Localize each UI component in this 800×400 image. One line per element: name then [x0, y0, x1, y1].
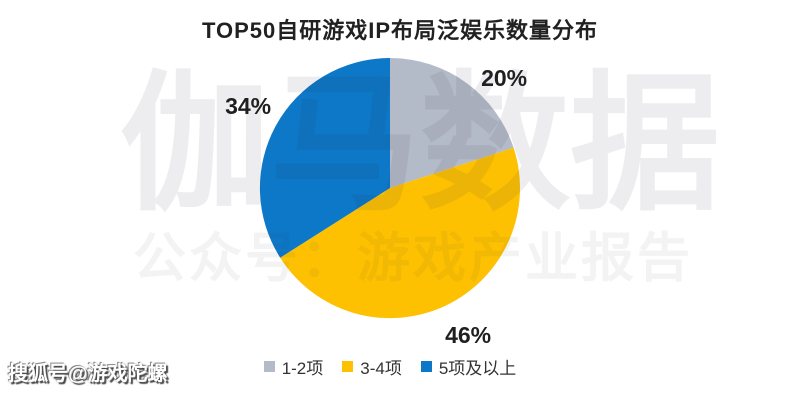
legend-label: 3-4项 [360, 359, 402, 378]
chart-legend: 1-2项 3-4项 5项及以上 [0, 354, 790, 379]
pie-slice-value-label: 20% [481, 65, 527, 91]
legend-item-1: 3-4项 [342, 354, 402, 379]
legend-label: 5项及以上 [438, 359, 517, 378]
legend-swatch-icon [342, 361, 354, 372]
source-badge: 搜狐号@游戏陀螺 [8, 363, 168, 385]
chart-title: TOP50自研游戏IP布局泛娱乐数量分布 [201, 18, 599, 43]
legend-item-0: 1-2项 [263, 354, 324, 379]
legend-swatch-icon [420, 361, 432, 372]
pie-slice-1 [280, 147, 521, 319]
pie-slice-2 [259, 57, 390, 258]
pie-slice-0 [390, 58, 514, 188]
legend-swatch-icon [263, 361, 275, 372]
legend-item-2: 5项及以上 [420, 354, 517, 379]
pie-slice-value-label: 34% [225, 93, 271, 119]
legend-label: 1-2项 [281, 359, 324, 378]
pie-slice-value-label: 46% [445, 322, 491, 348]
